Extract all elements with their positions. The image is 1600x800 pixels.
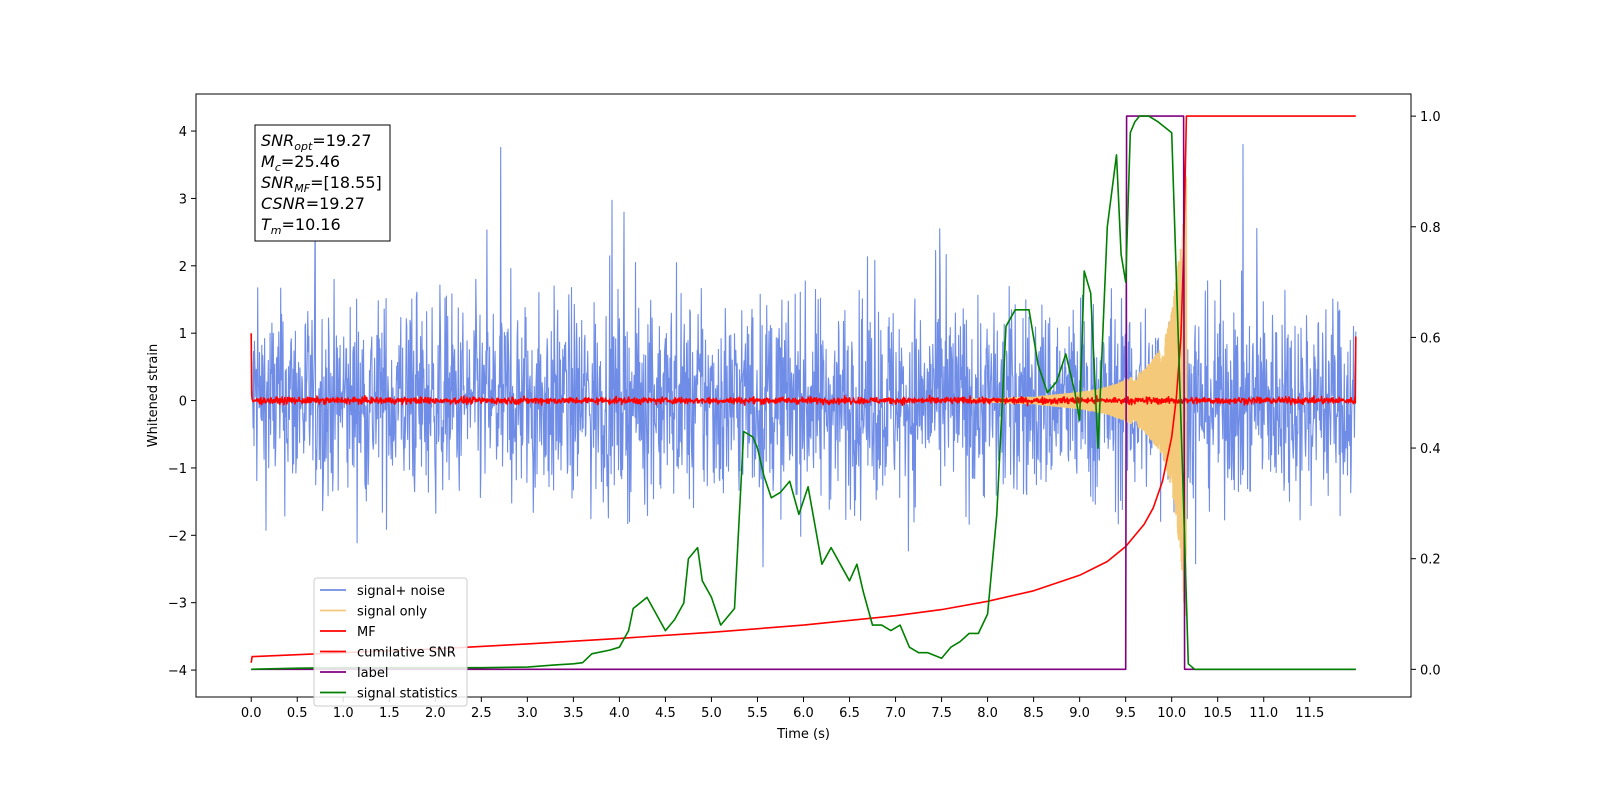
x-tick-label: 10.5: [1203, 706, 1232, 721]
y-tick-label: −3: [168, 597, 187, 612]
y2-tick-label: 0.4: [1420, 442, 1441, 457]
legend-frame: [313, 577, 468, 707]
x-tick-label: 3.0: [517, 706, 538, 721]
x-tick-label: 2.5: [471, 706, 492, 721]
y-tick-label: −2: [168, 529, 187, 544]
x-axis-label: Time (s): [776, 727, 830, 742]
x-tick-label: 0.0: [241, 706, 262, 721]
x-tick-label: 8.5: [1023, 706, 1044, 721]
x-tick-label: 6.5: [839, 706, 860, 721]
x-tick-label: 0.5: [287, 706, 308, 721]
legend-entry: MF: [357, 625, 376, 640]
legend-entry: signal only: [357, 605, 427, 620]
x-tick-label: 10.0: [1157, 706, 1186, 721]
x-tick-label: 3.5: [563, 706, 584, 721]
y-axis-right: 0.0 0.2 0.4 0.6 0.8 1.0: [1411, 110, 1441, 678]
y2-tick-label: 0.8: [1420, 221, 1441, 236]
annotation-line: Tm=10.16: [261, 215, 341, 237]
x-tick-label: 4.0: [609, 706, 630, 721]
y-tick-label: −1: [168, 462, 187, 477]
legend-entry: signal+ noise: [357, 584, 445, 599]
y-tick-label: 2: [179, 260, 187, 275]
x-tick-label: 7.5: [931, 706, 952, 721]
series-line-mf: [250, 333, 1357, 407]
x-tick-label: 4.5: [655, 706, 676, 721]
legend-entry: label: [357, 666, 388, 681]
x-tick-label: 2.0: [425, 706, 446, 721]
annotation-frame: [254, 124, 391, 242]
y-tick-label: 1: [179, 327, 187, 342]
x-axis: 0.0 0.5 1.0 1.5 2.0 2.5 3.0 3.5 4.0 4.5 5.0 5.5 6.0 6…: [241, 697, 1324, 721]
y2-tick-label: 0.0: [1420, 663, 1441, 678]
y-axis-left: −4 −3 −2 −1 0 1 2 3 4: [168, 125, 196, 679]
x-tick-label: 1.0: [333, 706, 354, 721]
x-tick-label: 5.0: [701, 706, 722, 721]
annotation-line: CSNR=19.27: [261, 194, 365, 213]
x-tick-label: 9.5: [1115, 706, 1136, 721]
legend-entry: cumilative SNR: [357, 646, 456, 661]
stats-annotation-box: SNRopt=19.27Mc=25.46SNRMF=[18.55]CSNR=19…: [254, 124, 391, 242]
y-tick-label: 0: [179, 395, 187, 410]
series-layer: [250, 115, 1357, 671]
x-tick-label: 9.0: [1069, 706, 1090, 721]
x-tick-label: 6.0: [793, 706, 814, 721]
x-tick-label: 7.0: [885, 706, 906, 721]
series-line-cumilative-snr: [250, 115, 1356, 663]
legend: signal+ noise signal only MF cumilative SNR…: [313, 577, 468, 707]
series-line-signal-statistics: [251, 115, 1356, 671]
y-tick-label: 4: [179, 125, 187, 140]
legend-entry: signal statistics: [357, 687, 458, 702]
y2-tick-label: 1.0: [1420, 110, 1441, 125]
annotation-line: SNRopt=19.27: [261, 131, 372, 153]
x-tick-label: 5.5: [747, 706, 768, 721]
y2-tick-label: 0.2: [1420, 553, 1441, 568]
y2-tick-label: 0.6: [1420, 331, 1441, 346]
x-tick-label: 8.0: [977, 706, 998, 721]
y-tick-label: 3: [179, 192, 187, 207]
y-axis-label: Whitened strain: [146, 344, 161, 447]
y-tick-label: −4: [168, 664, 187, 679]
x-tick-label: 11.0: [1249, 706, 1278, 721]
annotation-line: Mc=25.46: [261, 152, 340, 174]
annotation-line: SNRMF=[18.55]: [261, 173, 382, 195]
x-tick-label: 11.5: [1295, 706, 1324, 721]
x-tick-label: 1.5: [379, 706, 400, 721]
series-line-signal-noise: [250, 143, 1357, 568]
